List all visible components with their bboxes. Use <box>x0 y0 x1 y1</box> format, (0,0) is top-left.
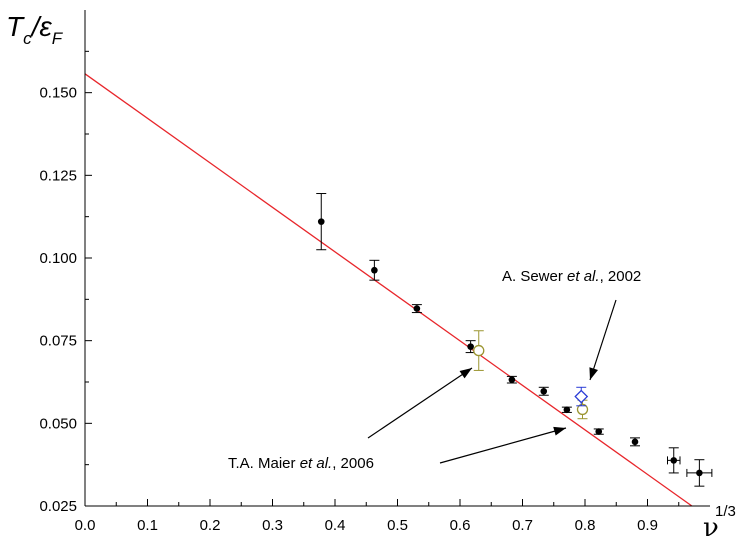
y-axis-title-sub2: F <box>52 29 64 48</box>
y-axis-title-sub1: c <box>23 29 32 48</box>
data-point <box>411 304 422 314</box>
marker-filled-circle <box>563 406 571 414</box>
marker-filled-circle <box>631 438 639 446</box>
x-tick-label: 0.5 <box>387 517 408 534</box>
marker-filled-circle <box>508 376 516 383</box>
marker-open-circle <box>576 403 589 416</box>
annotation-text: , 2002 <box>600 268 642 285</box>
annotation-text: et al. <box>567 268 600 285</box>
x-tick-label: 0.0 <box>75 517 96 534</box>
data-point <box>369 259 380 281</box>
annotation-arrow-maier-2 <box>367 367 473 439</box>
y-tick-label: 0.150 <box>39 85 77 102</box>
annotation-arrow-sewer-head <box>589 367 598 380</box>
marker-filled-circle <box>317 218 325 225</box>
x-axis-title-sup: 1/3 <box>715 503 736 520</box>
x-tick-label: 0.3 <box>262 517 283 534</box>
annotation-text: et al. <box>300 455 333 472</box>
annotation-arrow-sewer <box>589 299 617 381</box>
marker-open-circle <box>473 344 485 357</box>
y-axis-title-sep: / <box>30 11 43 42</box>
data-point <box>667 447 681 474</box>
y-tick-label: 0.025 <box>39 498 77 515</box>
marker-filled-circle <box>696 469 703 477</box>
data-point <box>686 459 713 487</box>
data-point <box>316 193 327 251</box>
fit-line <box>84 73 693 507</box>
annotation-arrow-maier-1 <box>439 427 567 464</box>
marker-filled-circle <box>371 266 378 274</box>
x-tick-label: 0.9 <box>637 517 658 534</box>
x-tick-label: 0.2 <box>200 517 221 534</box>
y-tick-label: 0.125 <box>39 167 77 184</box>
x-axis-title: ν <box>703 513 719 542</box>
data-point <box>538 386 549 396</box>
annotation-text: A. Sewer <box>502 268 567 285</box>
marker-filled-circle <box>540 387 548 395</box>
y-axis-title-main: T <box>6 11 25 42</box>
marker-filled-circle <box>670 457 678 464</box>
data-point <box>630 437 640 447</box>
data-point <box>574 386 589 407</box>
x-tick-label: 0.4 <box>325 517 346 534</box>
annotation-label: T.A. Maier et al., 2006 <box>228 455 374 472</box>
annotation-text: T.A. Maier <box>228 455 300 472</box>
x-tick-label: 0.7 <box>512 517 533 534</box>
data-point <box>593 428 604 435</box>
y-tick-label: 0.050 <box>39 415 77 432</box>
marker-filled-circle <box>467 343 474 350</box>
data-point <box>506 375 517 384</box>
annotation-arrow-maier-2-head <box>459 368 472 379</box>
data-point <box>561 406 572 414</box>
y-axis-title: Tc/εF <box>6 11 64 48</box>
x-axis-title-main: ν <box>703 513 719 542</box>
marker-open-diamond <box>574 389 589 404</box>
x-tick-label: 0.8 <box>575 517 596 534</box>
marker-filled-circle <box>413 305 421 312</box>
annotation-arrow-maier-1-head <box>553 426 566 436</box>
data-point <box>576 399 589 420</box>
x-tick-label: 0.1 <box>137 517 158 534</box>
annotation-label: A. Sewer et al., 2002 <box>502 268 641 285</box>
y-axis-title-main2: ε <box>39 11 52 42</box>
y-tick-label: 0.100 <box>39 250 77 267</box>
y-tick-label: 0.075 <box>39 333 77 350</box>
data-point <box>473 330 485 371</box>
annotation-text: , 2006 <box>332 455 374 472</box>
marker-filled-circle <box>595 428 603 435</box>
x-tick-label: 0.6 <box>450 517 471 534</box>
